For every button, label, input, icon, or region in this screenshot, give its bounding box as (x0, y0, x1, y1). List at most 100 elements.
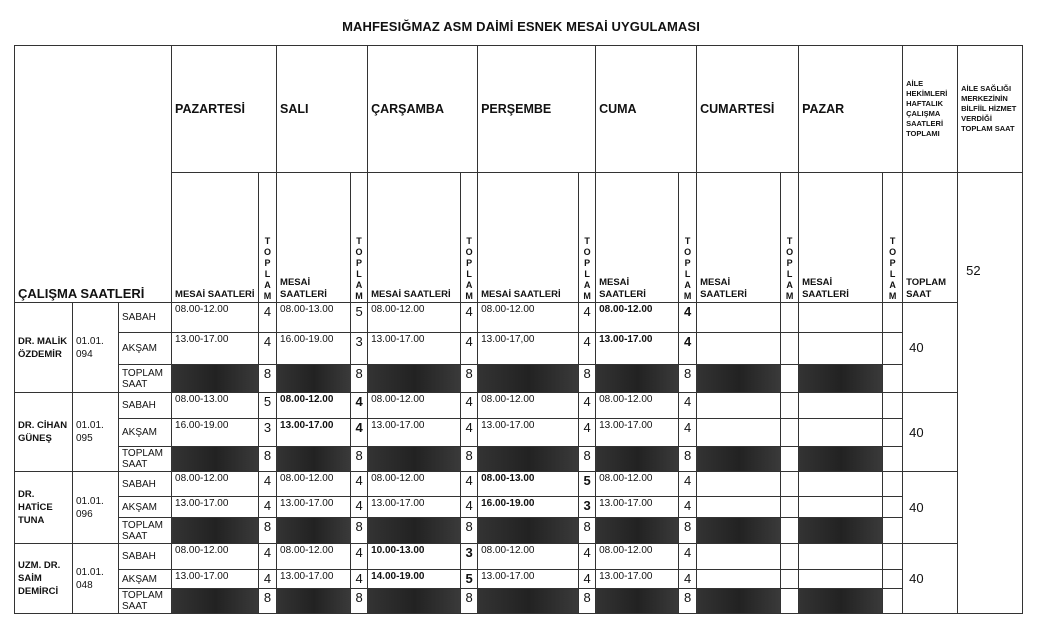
day-total (882, 588, 904, 614)
hours-cell: 08.00-12.00 (595, 471, 680, 497)
hours-total: 4 (678, 302, 698, 333)
hours-cell: 13.00-17.00 (595, 496, 680, 518)
hours-cell (798, 496, 884, 518)
hours-cell: 08.00-12.00 (477, 302, 580, 333)
hours-cell (798, 418, 884, 447)
hours-total: 4 (258, 543, 278, 570)
hours-total (882, 543, 904, 570)
hours-total: 4 (678, 471, 698, 497)
day-header: ÇARŞAMBA (367, 45, 479, 173)
hours-total: 4 (350, 471, 369, 497)
hours-total (882, 392, 904, 419)
hours-cell-blacked (696, 588, 782, 614)
hours-total: 4 (258, 569, 278, 589)
hours-cell: 13.00-17.00 (171, 496, 260, 518)
hours-cell: 08.00-12.00 (171, 543, 260, 570)
hours-cell: 13.00-17.00 (276, 496, 352, 518)
hours-cell: 08.00-12.00 (595, 392, 680, 419)
hours-cell: 14.00-19.00 (367, 569, 462, 589)
hours-cell-blacked (696, 446, 782, 472)
row-toplam: TOPLAM SAAT 8 8 8 8 8 (15, 446, 1023, 472)
day-total: 8 (350, 364, 369, 393)
hours-cell-blacked (367, 446, 462, 472)
hours-cell-blacked (595, 588, 680, 614)
hours-cell (696, 569, 782, 589)
day-total: 8 (460, 517, 479, 544)
hours-total: 4 (678, 569, 698, 589)
row-sabah: DR. HATİCE TUNA 01.01. 096 SABAH 08.00-12.0… (14, 471, 1023, 544)
hours-cell: 13.00-17.00 (367, 332, 462, 365)
mesai-saatleri-header: MESAİ SAATLERİ (367, 172, 462, 303)
day-header: PAZAR (798, 45, 904, 173)
day-total: 8 (678, 364, 698, 393)
day-total (882, 364, 904, 393)
doctor-name: DR. HATİCE TUNA (14, 471, 73, 544)
schedule-table: ÇALIŞMA SAATLERİ PAZARTESİ SALI ÇARŞAMBA PER… (13, 45, 1024, 614)
day-total: 8 (258, 446, 278, 472)
hours-cell (798, 471, 884, 497)
hours-total: 4 (350, 392, 369, 419)
hours-total: 3 (350, 332, 369, 365)
shift-label: AKŞAM (117, 418, 173, 447)
hours-total: 4 (678, 418, 698, 447)
hours-cell: 08.00-12.00 (367, 471, 462, 497)
day-total: 8 (678, 517, 698, 544)
doctor-code: 01.01. 094 (72, 302, 119, 393)
hours-cell-blacked (367, 588, 462, 614)
hours-cell: 08.00-12.00 (477, 543, 580, 570)
hours-total (780, 332, 800, 365)
shift-label: TOPLAM SAAT (117, 446, 173, 472)
row-aksam: AKŞAM 13.00-17.00 4 16.00-19.00 3 13.00-17.00… (15, 332, 1023, 365)
hours-total: 5 (350, 302, 369, 333)
hours-cell-blacked (696, 517, 782, 544)
hours-total: 5 (460, 569, 479, 589)
hours-cell-blacked (477, 588, 580, 614)
hours-total: 5 (578, 471, 597, 497)
hours-cell: 08.00-12.00 (276, 543, 352, 570)
day-total: 8 (578, 364, 597, 393)
day-total: 8 (460, 364, 479, 393)
hours-cell (798, 543, 884, 570)
shift-label: SABAH (117, 302, 173, 333)
mesai-saatleri-header: MESAİ SAATLERİ (696, 172, 782, 303)
hours-cell: 08.00-12.00 (477, 392, 580, 419)
day-header: PERŞEMBE (477, 45, 597, 173)
mesai-saatleri-header: MESAİ SAATLERİ (171, 172, 260, 303)
weekly-total: 40 (902, 392, 959, 472)
hours-cell: 13.00-17.00 (171, 569, 260, 589)
doctor-name: DR. MALİK ÖZDEMİR (14, 302, 73, 393)
day-header: PAZARTESİ (171, 45, 278, 173)
hours-cell-blacked (276, 446, 352, 472)
doctor-code: 01.01. 095 (72, 392, 119, 472)
shift-label: AKŞAM (117, 569, 173, 589)
row-aksam: AKŞAM 13.00-17.00 4 13.00-17.00 4 13.00-17.00… (15, 496, 1023, 518)
hours-cell-blacked (171, 446, 260, 472)
hours-total: 4 (258, 496, 278, 518)
day-total: 8 (578, 446, 597, 472)
hours-total: 4 (258, 302, 278, 333)
calisma-saatleri-header: ÇALIŞMA SAATLERİ (13, 45, 173, 303)
hours-cell (696, 332, 782, 365)
hours-cell-blacked (171, 588, 260, 614)
hours-cell-blacked (477, 364, 580, 393)
day-total (780, 364, 800, 393)
hours-total: 3 (578, 496, 597, 518)
day-total: 8 (578, 588, 597, 614)
shift-label: AKŞAM (117, 496, 173, 518)
hours-cell: 08.00-12.00 (171, 471, 260, 497)
day-total: 8 (460, 446, 479, 472)
hours-cell-blacked (171, 517, 260, 544)
hours-total: 4 (350, 496, 369, 518)
hours-total (780, 302, 800, 333)
hours-total: 5 (258, 392, 278, 419)
hours-total: 4 (578, 543, 597, 570)
hours-cell-blacked (798, 364, 884, 393)
hours-cell: 08.00-13.00 (477, 471, 580, 497)
hours-cell-blacked (276, 588, 352, 614)
hours-total (882, 496, 904, 518)
doctor-name: UZM. DR. SAİM DEMİRCİ (14, 543, 73, 614)
hours-cell: 08.00-12.00 (595, 543, 680, 570)
hours-total: 4 (460, 392, 479, 419)
